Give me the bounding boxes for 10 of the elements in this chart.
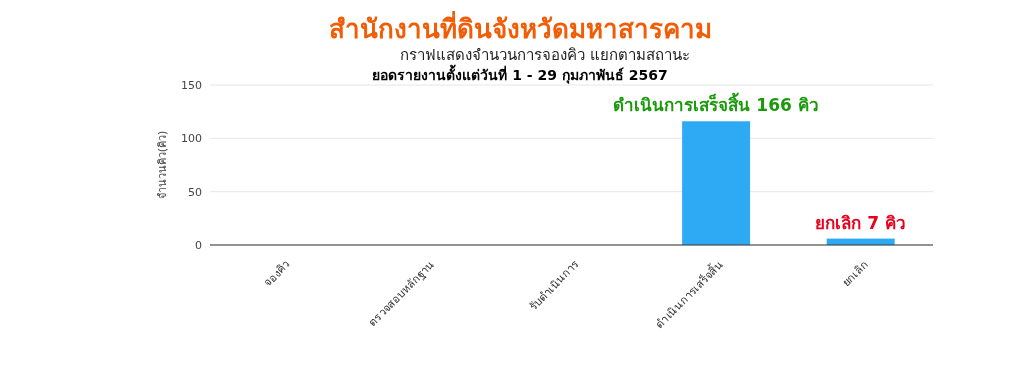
y-tick-label: 50 — [188, 185, 202, 199]
y-axis-title: จำนวนคิว(คิว) — [156, 130, 169, 200]
y-tick-label: 150 — [181, 79, 202, 92]
chart-title: สำนักงานที่ดินจังหวัดมหาสารคาม — [328, 10, 712, 44]
chart-subtitle: กราฟแสดงจำนวนการจองคิว แยกตามสถานะ — [400, 46, 690, 64]
text: ยอดรายงานตั้งแต่วันที่ 1 - 29 กุมภาพันธ์ 2567 — [372, 64, 668, 84]
y-tick-label: 0 — [195, 239, 202, 252]
annotation: ยกเลิก 7 คิว — [815, 212, 907, 233]
y-tick-label: 100 — [181, 132, 202, 146]
annotation: ดำเนินการเสร็จสิ้น 166 คิว — [613, 92, 819, 116]
